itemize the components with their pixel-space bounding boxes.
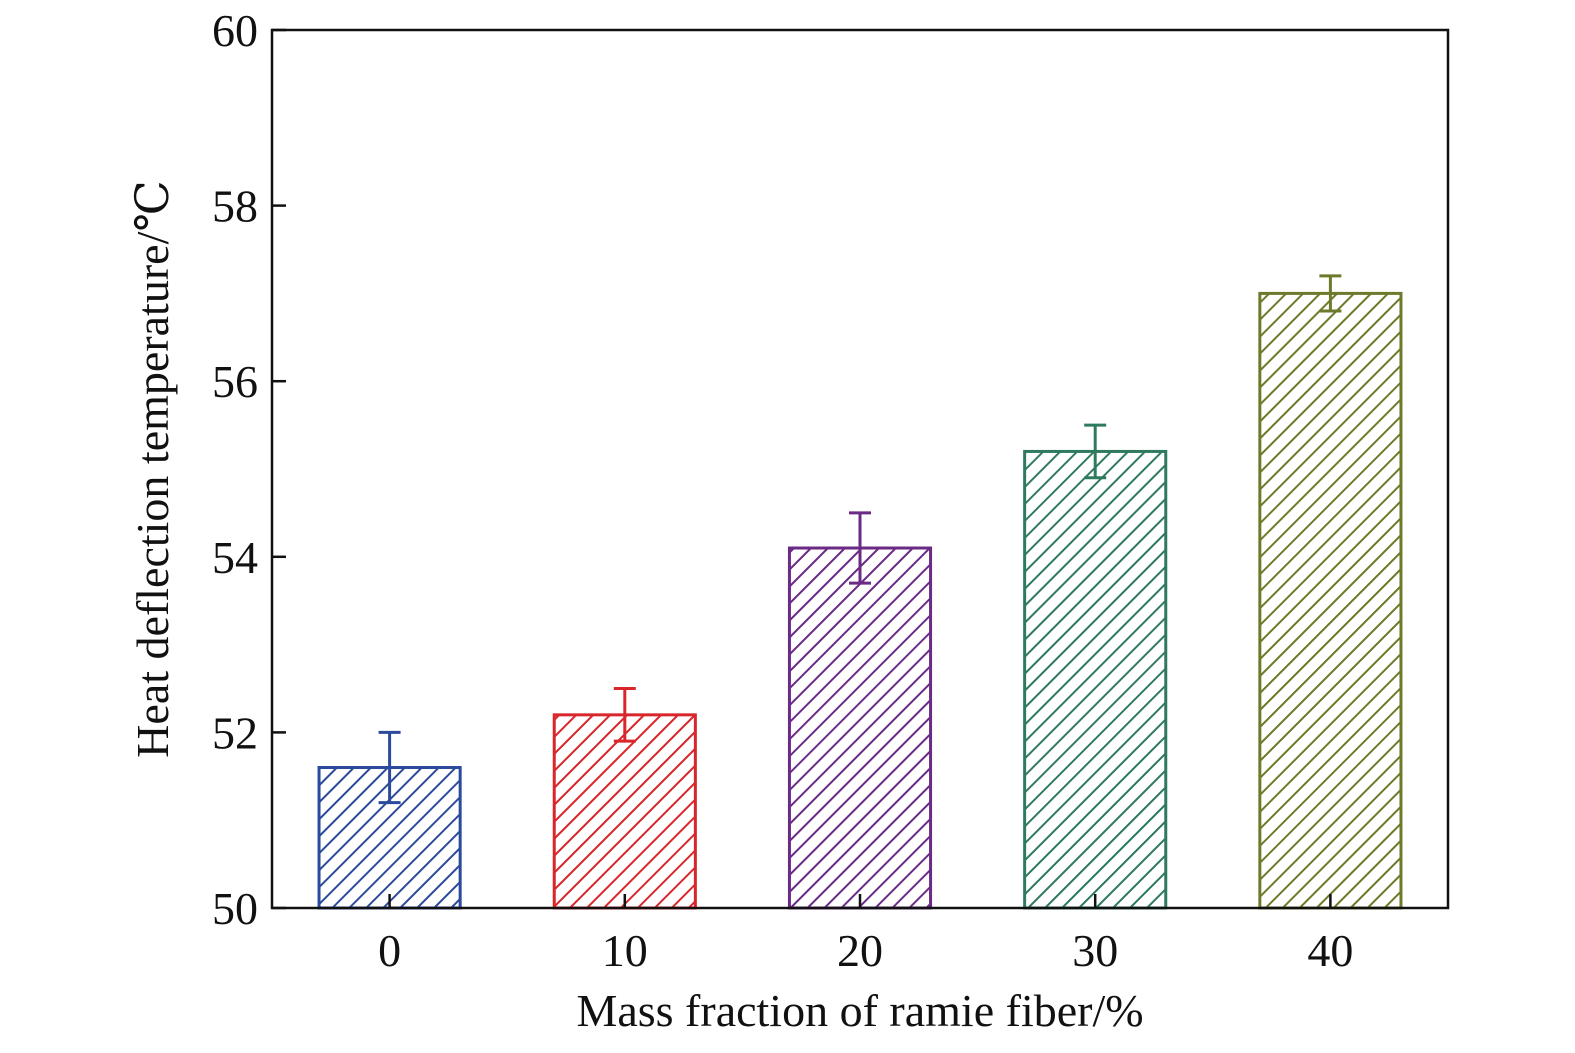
y-tick-label: 56 [212,356,258,407]
bar-30 [1023,449,1168,910]
error-bars-layer [378,274,1342,805]
y-tick-label: 60 [212,5,258,56]
error-bar-40 [1319,274,1342,313]
x-tick-label: 10 [602,925,648,976]
y-axis-label: Heat deflection temperature/℃ [127,180,178,758]
y-axis-ticks: 50 52 54 56 58 60 [212,5,286,934]
bar-40 [1258,291,1403,910]
error-bar-0 [378,730,401,805]
x-axis-label: Mass fraction of ramie fiber/% [576,985,1143,1036]
bar-20 [787,546,933,910]
y-tick-label: 50 [212,883,258,934]
x-tick-label: 40 [1307,925,1353,976]
x-tick-label: 30 [1072,925,1118,976]
error-bar-30 [1084,423,1107,480]
x-tick-label: 20 [837,925,883,976]
y-tick-label: 52 [212,707,258,758]
y-tick-label: 58 [212,181,258,232]
y-tick-label: 54 [212,532,258,583]
error-bar-20 [849,511,871,585]
x-axis-ticks: 0 10 20 30 40 [378,894,1353,976]
error-bar-10 [613,687,636,743]
bars-layer [317,291,1403,910]
bar-10 [552,713,697,910]
x-tick-label: 0 [378,925,401,976]
